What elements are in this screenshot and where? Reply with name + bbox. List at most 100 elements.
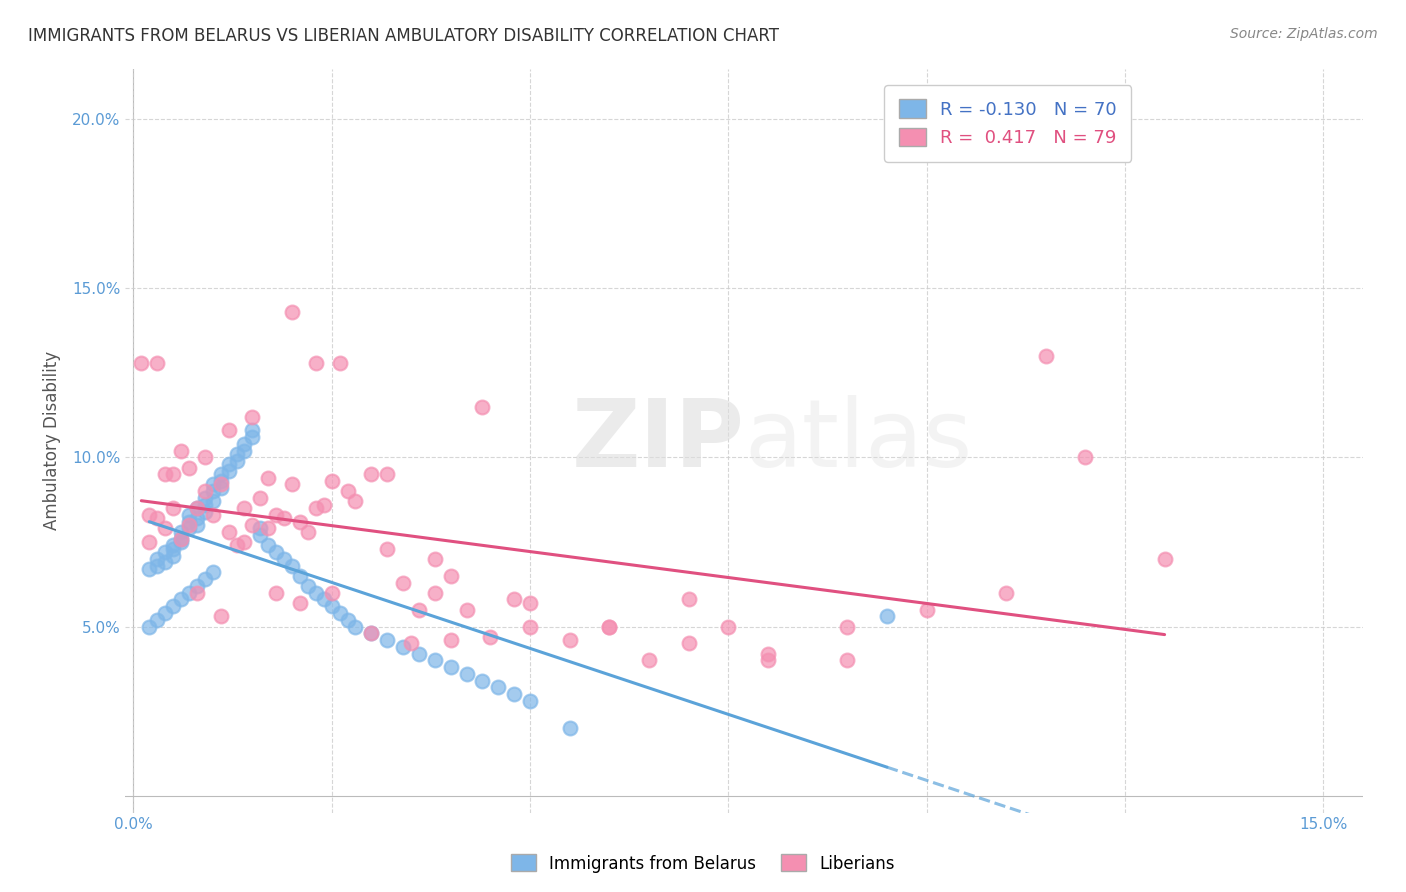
Point <box>186 585 208 599</box>
Point <box>233 443 256 458</box>
Point <box>177 508 200 522</box>
Point <box>519 596 541 610</box>
Point <box>146 356 169 370</box>
Point <box>281 305 304 319</box>
Point <box>392 640 415 654</box>
Point <box>344 494 367 508</box>
Point <box>194 504 217 518</box>
Point <box>201 494 224 508</box>
Point <box>153 521 176 535</box>
Point <box>336 484 359 499</box>
Point <box>186 501 208 516</box>
Point <box>264 545 287 559</box>
Point <box>177 515 200 529</box>
Point <box>249 528 271 542</box>
Point <box>456 602 478 616</box>
Point <box>194 484 217 499</box>
Point <box>423 585 446 599</box>
Point <box>440 633 463 648</box>
Point <box>503 687 526 701</box>
Point <box>186 579 208 593</box>
Point <box>558 633 581 648</box>
Point <box>471 400 494 414</box>
Point <box>876 609 898 624</box>
Point <box>273 511 295 525</box>
Point <box>312 498 335 512</box>
Point <box>209 467 232 482</box>
Point <box>201 484 224 499</box>
Point <box>486 681 509 695</box>
Point <box>638 653 661 667</box>
Point <box>360 467 382 482</box>
Point <box>281 558 304 573</box>
Point <box>218 457 240 471</box>
Point <box>312 592 335 607</box>
Point <box>257 471 280 485</box>
Point <box>194 572 217 586</box>
Point <box>598 619 620 633</box>
Point <box>297 579 319 593</box>
Point <box>321 585 343 599</box>
Point <box>360 626 382 640</box>
Text: Source: ZipAtlas.com: Source: ZipAtlas.com <box>1230 27 1378 41</box>
Point <box>423 552 446 566</box>
Point <box>218 464 240 478</box>
Point <box>375 633 398 648</box>
Point <box>186 511 208 525</box>
Point <box>321 599 343 614</box>
Point <box>321 474 343 488</box>
Point <box>360 626 382 640</box>
Point <box>153 467 176 482</box>
Point <box>273 552 295 566</box>
Point <box>598 619 620 633</box>
Y-axis label: Ambulatory Disability: Ambulatory Disability <box>44 351 60 530</box>
Point <box>242 409 264 424</box>
Point <box>249 521 271 535</box>
Point <box>399 636 422 650</box>
Point <box>225 447 247 461</box>
Point <box>162 538 184 552</box>
Point <box>456 666 478 681</box>
Point <box>440 660 463 674</box>
Point <box>162 599 184 614</box>
Point <box>170 443 193 458</box>
Point <box>558 721 581 735</box>
Point <box>1074 450 1097 465</box>
Point <box>305 356 328 370</box>
Point <box>138 619 160 633</box>
Point <box>233 501 256 516</box>
Point <box>471 673 494 688</box>
Point <box>146 558 169 573</box>
Point <box>170 524 193 539</box>
Point <box>519 619 541 633</box>
Point <box>423 653 446 667</box>
Point <box>162 541 184 556</box>
Point <box>194 450 217 465</box>
Point <box>375 467 398 482</box>
Legend: Immigrants from Belarus, Liberians: Immigrants from Belarus, Liberians <box>505 847 901 880</box>
Point <box>138 562 160 576</box>
Point <box>177 460 200 475</box>
Point <box>305 585 328 599</box>
Point <box>915 602 938 616</box>
Point <box>678 636 700 650</box>
Point <box>233 535 256 549</box>
Point <box>162 549 184 563</box>
Point <box>201 566 224 580</box>
Point <box>479 630 502 644</box>
Point <box>131 356 153 370</box>
Point <box>717 619 740 633</box>
Text: atlas: atlas <box>744 394 973 486</box>
Point <box>249 491 271 505</box>
Point <box>170 592 193 607</box>
Point <box>242 423 264 437</box>
Point <box>1035 349 1057 363</box>
Point <box>218 423 240 437</box>
Point <box>257 538 280 552</box>
Point <box>153 555 176 569</box>
Point <box>264 585 287 599</box>
Point <box>225 454 247 468</box>
Point <box>233 437 256 451</box>
Point <box>146 511 169 525</box>
Point <box>146 613 169 627</box>
